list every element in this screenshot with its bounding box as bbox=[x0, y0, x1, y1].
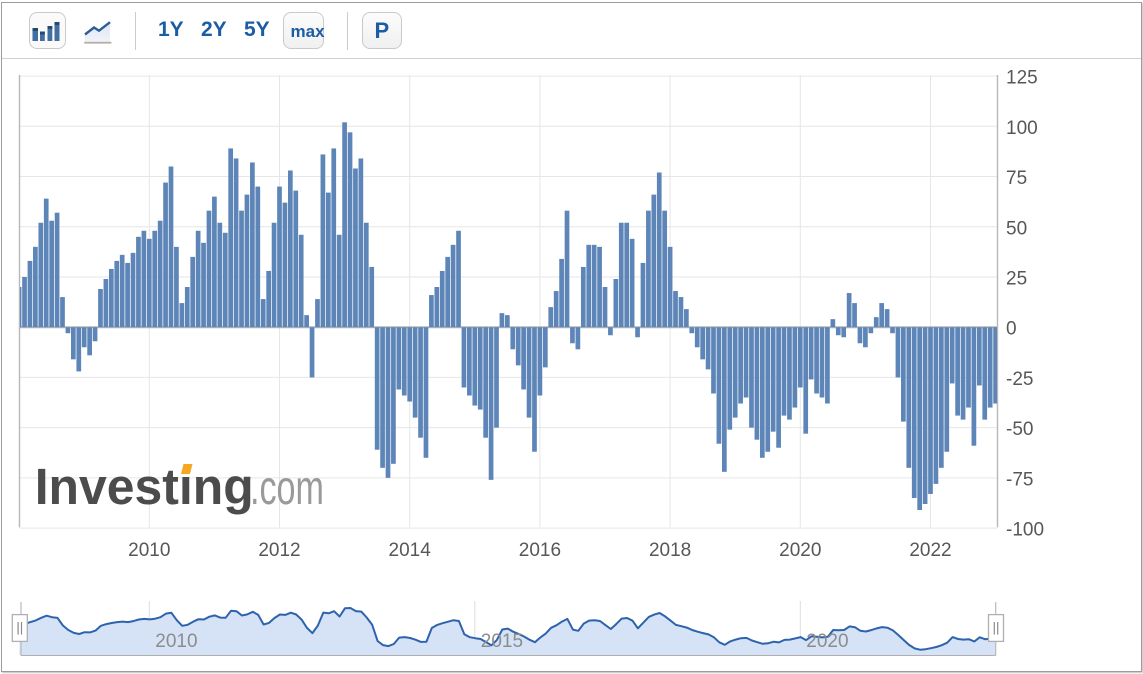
svg-text:2022: 2022 bbox=[909, 540, 951, 561]
svg-text:.com: .com bbox=[250, 462, 324, 515]
svg-text:75: 75 bbox=[1006, 168, 1027, 189]
svg-text:2015: 2015 bbox=[481, 631, 523, 652]
svg-text:50: 50 bbox=[1006, 218, 1027, 239]
svg-text:2020: 2020 bbox=[806, 631, 848, 652]
svg-text:-100: -100 bbox=[1006, 520, 1044, 541]
svg-text:100: 100 bbox=[1006, 118, 1038, 139]
svg-text:2020: 2020 bbox=[779, 540, 821, 561]
svg-text:2016: 2016 bbox=[519, 540, 561, 561]
svg-text:125: 125 bbox=[1006, 68, 1038, 89]
svg-text:2014: 2014 bbox=[389, 540, 432, 561]
svg-text:25: 25 bbox=[1006, 268, 1027, 289]
svg-text:2010: 2010 bbox=[128, 540, 170, 561]
svg-text:-50: -50 bbox=[1006, 419, 1033, 440]
svg-text:-25: -25 bbox=[1006, 369, 1033, 390]
svg-text:2018: 2018 bbox=[649, 540, 691, 561]
svg-text:-75: -75 bbox=[1006, 469, 1033, 490]
svg-text:Investıng: Investıng bbox=[35, 458, 254, 515]
svg-text:0: 0 bbox=[1006, 319, 1017, 340]
svg-text:2010: 2010 bbox=[155, 631, 197, 652]
svg-text:2012: 2012 bbox=[258, 540, 300, 561]
